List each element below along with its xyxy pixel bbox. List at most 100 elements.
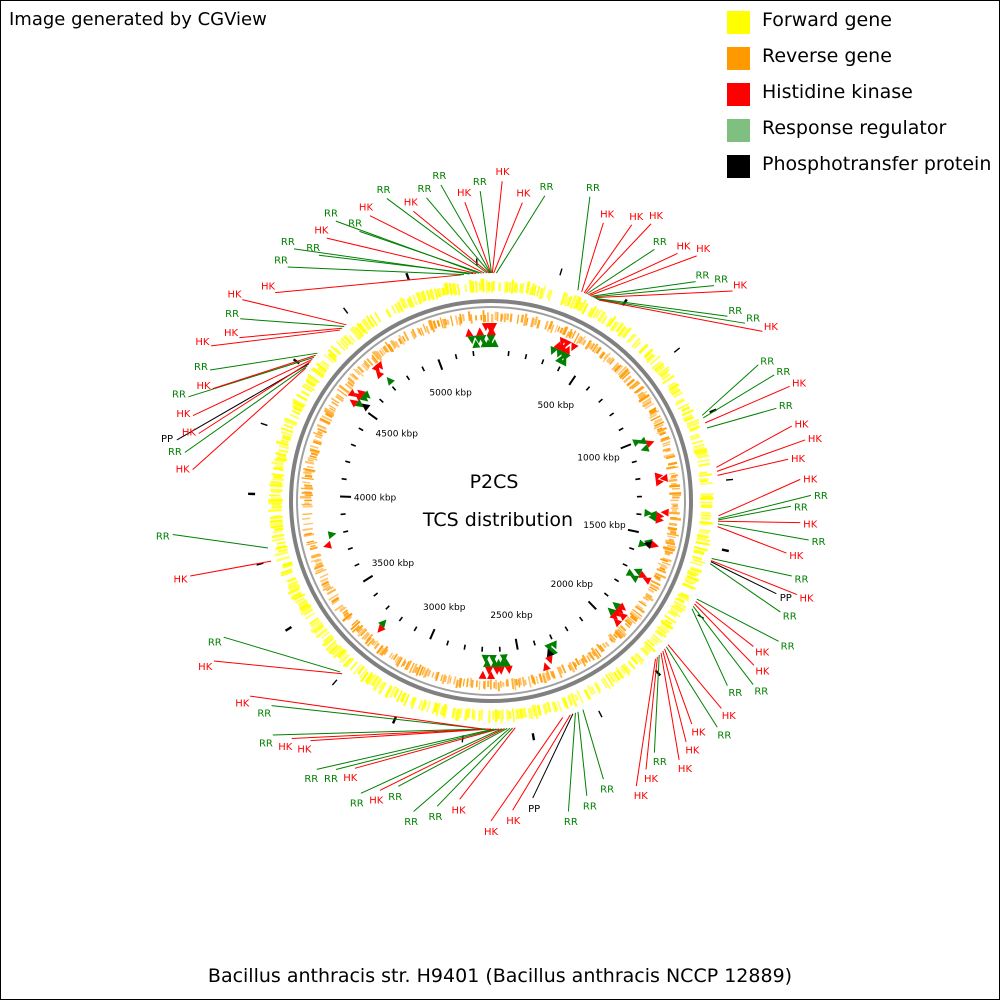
kbp-label: 2000 kbp: [551, 580, 594, 590]
callout-line: [597, 299, 745, 323]
callout-label: HK: [722, 711, 737, 722]
callout-label: HK: [182, 427, 197, 438]
callout-label: HK: [198, 662, 213, 673]
forward-gene-mark: [520, 283, 521, 292]
callout-label: RR: [540, 182, 554, 193]
reverse-gene-mark: [666, 450, 671, 451]
minor-tick: [414, 627, 417, 631]
callout-label: RR: [760, 356, 774, 367]
minor-tick: [599, 399, 603, 402]
reverse-gene-mark: [670, 518, 681, 519]
reverse-gene-mark: [302, 518, 310, 519]
major-tick: [569, 376, 575, 385]
callout-line: [242, 300, 346, 325]
callout-label: HK: [369, 796, 384, 807]
forward-gene-mark: [476, 281, 477, 293]
reverse-gene-mark: [471, 314, 472, 323]
callout-label: HK: [792, 379, 807, 390]
reverse-gene-mark: [303, 472, 311, 473]
callout-label: RR: [257, 708, 271, 719]
outer-tick: [261, 423, 268, 425]
minor-tick: [580, 617, 583, 621]
callout-label: HK: [197, 381, 212, 392]
reverse-gene-mark: [669, 486, 680, 487]
callout-line: [661, 653, 679, 760]
minor-tick: [392, 387, 395, 391]
minor-tick: [558, 367, 560, 371]
reverse-gene-mark: [304, 485, 312, 486]
callout-line: [513, 715, 571, 811]
forward-gene-mark: [273, 476, 282, 477]
forward-gene-mark: [698, 464, 709, 466]
callout-label: RR: [432, 171, 446, 182]
forward-gene-mark: [529, 708, 531, 719]
forward-gene-mark: [515, 282, 516, 292]
minor-tick: [447, 641, 448, 646]
reverse-gene-mark: [447, 320, 448, 325]
forward-gene-mark: [521, 709, 522, 719]
reverse-gene-mark: [459, 678, 460, 686]
callout-label: HK: [173, 574, 188, 585]
reverse-gene-mark: [558, 326, 560, 331]
callout-label: RR: [428, 812, 442, 823]
callout-label: HK: [484, 827, 499, 838]
callout-label: RR: [794, 502, 808, 513]
reverse-gene-mark: [667, 536, 676, 538]
minor-tick: [604, 593, 608, 596]
reverse-gene-mark: [440, 317, 443, 328]
callout-label: HK: [794, 420, 809, 431]
minor-tick: [586, 387, 589, 391]
kbp-label: 5000 kbp: [429, 388, 472, 398]
outer-tick: [726, 479, 733, 480]
callout-label: HK: [278, 742, 293, 753]
forward-gene-mark: [375, 312, 381, 322]
reverse-gene-mark: [454, 676, 456, 684]
reverse-gene-mark: [669, 473, 675, 474]
forward-gene-mark: [386, 309, 390, 317]
forward-gene-mark: [628, 661, 635, 669]
callout-line: [596, 298, 728, 316]
callout-label: RR: [714, 275, 728, 286]
callout-label: RR: [776, 367, 790, 378]
minor-tick: [407, 376, 410, 380]
callout-label: PP: [780, 593, 792, 604]
callout-label: RR: [324, 208, 338, 219]
reverse-gene-mark: [426, 326, 429, 334]
major-tick: [628, 530, 639, 532]
major-tick: [589, 601, 597, 609]
callout-label: RR: [324, 774, 338, 785]
callout-label: PP: [528, 804, 540, 815]
callout-label: PP: [161, 434, 173, 445]
minor-tick: [473, 351, 474, 356]
callout-label: RR: [208, 638, 222, 649]
reverse-gene-mark: [479, 681, 480, 690]
major-tick: [363, 576, 372, 582]
reverse-gene-mark: [318, 432, 323, 434]
callout-label: HK: [457, 188, 472, 199]
callout-line: [588, 253, 677, 294]
callout-line: [213, 355, 316, 388]
callout-label: HK: [755, 667, 770, 678]
reverse-gene-mark: [671, 477, 677, 478]
callout-label: RR: [746, 313, 760, 324]
reverse-gene-mark: [667, 533, 679, 535]
outer-tick: [560, 269, 562, 276]
reverse-gene-mark: [520, 678, 521, 685]
reverse-gene-mark: [303, 482, 311, 483]
callout-label: RR: [695, 270, 709, 281]
reverse-gene-mark: [307, 541, 314, 543]
feature-marker: [505, 666, 514, 675]
forward-gene-mark: [270, 517, 283, 518]
callout-label: HK: [764, 322, 779, 333]
forward-gene-mark: [458, 284, 460, 295]
minor-tick: [464, 645, 465, 650]
reverse-gene-mark: [428, 670, 430, 676]
reverse-gene-mark: [441, 675, 443, 681]
forward-gene-mark: [663, 376, 674, 384]
callout-label: HK: [644, 774, 659, 785]
forward-gene-mark: [279, 450, 288, 452]
outer-tick: [599, 711, 602, 717]
forward-gene-mark: [512, 279, 513, 293]
minor-tick: [348, 548, 353, 550]
